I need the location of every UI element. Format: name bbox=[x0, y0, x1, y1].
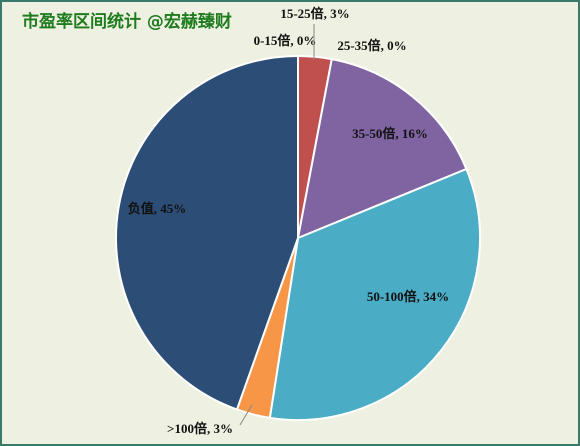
data-label: >100倍, 3% bbox=[167, 421, 233, 436]
data-label: 25-35倍, 0% bbox=[337, 38, 406, 53]
chart-title: 市盈率区间统计 @宏赫臻财 bbox=[22, 11, 232, 32]
data-label: 负值, 45% bbox=[128, 201, 187, 216]
pie-slice bbox=[115, 54, 299, 411]
data-label: 0-15倍, 0% bbox=[254, 33, 317, 48]
pie-slice bbox=[268, 167, 481, 421]
data-label: 35-50倍, 16% bbox=[352, 126, 428, 141]
pie-slice bbox=[296, 57, 468, 240]
data-label: 50-100倍, 34% bbox=[367, 289, 449, 304]
leader-line bbox=[239, 404, 253, 426]
data-label: 15-25倍, 3% bbox=[280, 6, 349, 21]
